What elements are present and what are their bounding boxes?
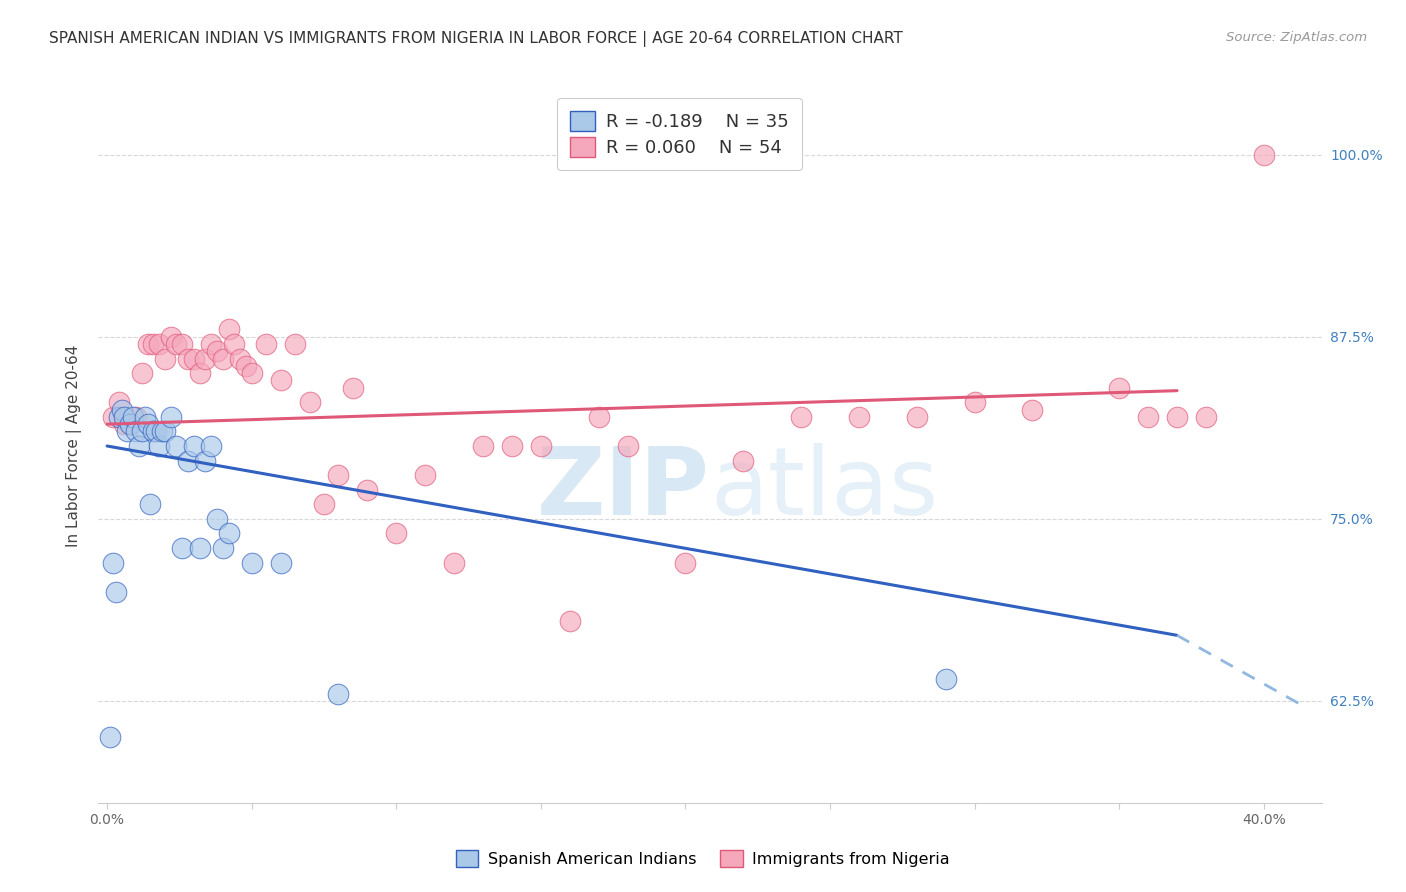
Point (1108, 381, 1130, 395)
Point (240, 556, 263, 570)
Point (172, 541, 194, 555)
Point (153, 425, 176, 439)
Point (139, 497, 162, 511)
Point (188, 366, 211, 380)
Point (224, 337, 246, 351)
Point (1021, 402, 1043, 417)
Point (328, 468, 350, 483)
Point (188, 541, 211, 555)
Point (128, 439, 150, 453)
Legend: Spanish American Indians, Immigrants from Nigeria: Spanish American Indians, Immigrants fro… (450, 843, 956, 873)
Point (218, 526, 240, 541)
Point (963, 395, 986, 409)
Point (229, 351, 252, 366)
Text: atlas: atlas (710, 442, 938, 535)
Point (148, 337, 170, 351)
Point (254, 337, 277, 351)
Legend: R = -0.189    N = 35, R = 0.060    N = 54: R = -0.189 N = 35, R = 0.060 N = 54 (557, 98, 801, 169)
Point (131, 425, 153, 439)
Point (443, 556, 465, 570)
Point (125, 425, 148, 439)
Point (790, 409, 813, 424)
Point (356, 483, 378, 497)
Point (166, 337, 188, 351)
Point (136, 417, 159, 432)
Point (218, 322, 240, 336)
Point (166, 439, 188, 453)
Point (104, 584, 127, 599)
Point (298, 395, 321, 409)
Point (125, 409, 148, 424)
Text: ZIP: ZIP (537, 442, 710, 535)
Point (142, 425, 165, 439)
Text: Source: ZipAtlas.com: Source: ZipAtlas.com (1226, 31, 1367, 45)
Point (905, 409, 928, 424)
Text: SPANISH AMERICAN INDIAN VS IMMIGRANTS FROM NIGERIA IN LABOR FORCE | AGE 20-64 CO: SPANISH AMERICAN INDIAN VS IMMIGRANTS FR… (49, 31, 903, 47)
Point (134, 409, 156, 424)
Point (114, 417, 136, 432)
Point (145, 425, 167, 439)
Point (328, 687, 350, 701)
Point (120, 417, 142, 432)
Point (200, 439, 222, 453)
Point (413, 468, 436, 483)
Point (270, 374, 292, 388)
Point (122, 409, 145, 424)
Point (136, 337, 159, 351)
Point (107, 409, 129, 424)
Point (172, 337, 194, 351)
Point (235, 359, 257, 373)
Point (558, 614, 581, 628)
Point (733, 453, 755, 467)
Point (117, 425, 139, 439)
Point (1195, 409, 1218, 424)
Y-axis label: In Labor Force | Age 20-64: In Labor Force | Age 20-64 (66, 345, 83, 547)
Point (177, 351, 200, 366)
Point (848, 409, 870, 424)
Point (588, 409, 610, 424)
Point (148, 439, 170, 453)
Point (98, 731, 121, 745)
Point (194, 453, 217, 467)
Point (159, 409, 181, 424)
Point (530, 439, 553, 453)
Point (101, 556, 124, 570)
Point (284, 337, 307, 351)
Point (131, 366, 153, 380)
Point (312, 497, 335, 511)
Point (110, 402, 132, 417)
Point (342, 381, 364, 395)
Point (194, 351, 217, 366)
Point (472, 439, 495, 453)
Point (935, 672, 957, 686)
Point (211, 351, 233, 366)
Point (240, 366, 263, 380)
Point (107, 395, 129, 409)
Point (153, 351, 176, 366)
Point (385, 526, 408, 541)
Point (120, 417, 142, 432)
Point (675, 556, 697, 570)
Point (183, 351, 205, 366)
Point (1137, 409, 1160, 424)
Point (150, 425, 173, 439)
Point (159, 330, 181, 344)
Point (616, 439, 638, 453)
Point (205, 344, 228, 359)
Point (1253, 147, 1275, 161)
Point (501, 439, 523, 453)
Point (1166, 409, 1188, 424)
Point (205, 512, 228, 526)
Point (142, 337, 165, 351)
Point (177, 453, 200, 467)
Point (200, 337, 222, 351)
Point (270, 556, 292, 570)
Point (211, 541, 233, 555)
Point (183, 439, 205, 453)
Point (114, 409, 136, 424)
Point (101, 409, 124, 424)
